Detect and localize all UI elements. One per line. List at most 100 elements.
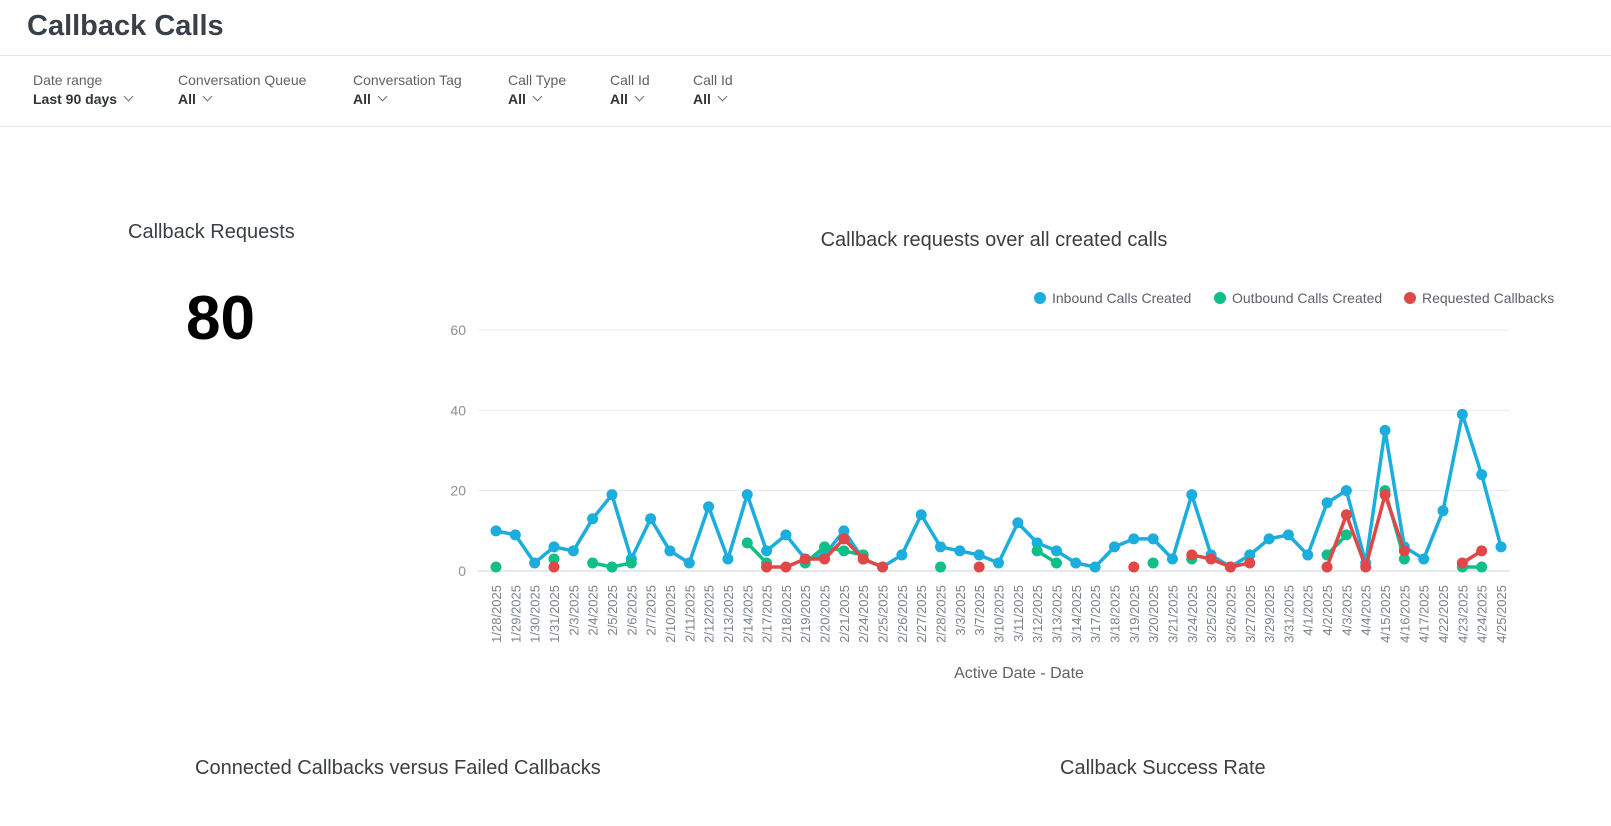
x-tick-label: 4/3/2025 <box>1339 585 1354 636</box>
kpi-title: Callback Requests <box>128 221 295 243</box>
data-point <box>1166 553 1178 565</box>
data-point <box>838 533 850 545</box>
x-tick-label: 4/15/2025 <box>1378 585 1393 643</box>
data-point <box>1340 529 1352 541</box>
data-point <box>1418 553 1430 565</box>
data-point <box>625 557 637 569</box>
data-point <box>799 553 811 565</box>
page-header: Callback Calls <box>0 0 1611 56</box>
x-tick-label: 3/25/2025 <box>1204 585 1219 643</box>
data-point <box>606 561 618 573</box>
x-tick-label: 3/17/2025 <box>1088 585 1103 643</box>
filter-conversation-queue[interactable]: Conversation Queue All <box>178 72 306 109</box>
x-tick-label: 4/25/2025 <box>1494 585 1509 643</box>
x-tick-label: 4/1/2025 <box>1301 585 1316 636</box>
x-tick-label: 2/6/2025 <box>624 585 639 636</box>
x-tick-label: 1/29/2025 <box>508 585 523 643</box>
data-point <box>741 537 753 549</box>
data-point <box>1437 505 1449 517</box>
data-point <box>548 541 560 553</box>
filter-label: Call Id <box>693 72 733 88</box>
legend-marker <box>1034 292 1046 304</box>
filter-call-id[interactable]: Call Id All <box>610 72 650 109</box>
data-point <box>703 501 715 513</box>
data-point <box>993 557 1004 569</box>
data-point <box>1128 533 1140 545</box>
data-point <box>548 561 560 573</box>
data-point <box>683 557 695 569</box>
x-tick-label: 2/28/2025 <box>934 585 949 643</box>
x-tick-label: 4/24/2025 <box>1475 585 1490 643</box>
x-tick-label: 3/20/2025 <box>1146 585 1161 643</box>
x-tick-label: 2/7/2025 <box>644 585 659 636</box>
data-point <box>567 545 579 557</box>
data-point <box>490 561 502 573</box>
x-tick-label: 2/11/2025 <box>682 585 697 642</box>
data-point <box>761 561 773 573</box>
data-point <box>529 557 541 569</box>
x-tick-label: 2/24/2025 <box>856 585 871 643</box>
data-point <box>1476 561 1488 573</box>
x-tick-label: 3/19/2025 <box>1127 585 1142 643</box>
x-tick-label: 2/26/2025 <box>895 585 910 643</box>
kpi-value: 80 <box>186 284 255 353</box>
data-point <box>1321 497 1333 509</box>
x-axis-label: Active Date - Date <box>954 665 1084 682</box>
filter-value: All <box>178 91 196 107</box>
data-point <box>780 561 792 573</box>
series-line <box>1191 553 1251 569</box>
data-point <box>1282 529 1294 541</box>
data-point <box>1476 469 1488 481</box>
data-point <box>664 545 676 557</box>
x-tick-label: 2/17/2025 <box>760 585 775 643</box>
data-point <box>1244 549 1256 561</box>
x-tick-label: 4/23/2025 <box>1455 585 1470 643</box>
x-tick-label: 2/13/2025 <box>721 585 736 643</box>
data-point <box>1244 557 1256 569</box>
legend-label: Requested Callbacks <box>1422 290 1554 306</box>
x-tick-label: 2/5/2025 <box>605 585 620 636</box>
data-point <box>1186 489 1198 501</box>
data-point <box>915 509 927 521</box>
filter-conversation-tag[interactable]: Conversation Tag All <box>353 72 462 109</box>
x-tick-label: 3/14/2025 <box>1069 585 1084 643</box>
x-tick-label: 4/16/2025 <box>1397 585 1412 643</box>
data-point <box>877 561 889 573</box>
filter-label: Call Id <box>610 72 650 88</box>
y-tick-label: 0 <box>458 563 466 579</box>
filter-value: All <box>508 91 526 107</box>
data-point <box>1128 561 1140 573</box>
x-tick-label: 3/3/2025 <box>953 585 968 636</box>
data-point <box>1224 561 1236 573</box>
x-tick-label: 3/27/2025 <box>1243 585 1258 643</box>
filter-value: All <box>693 91 711 107</box>
data-point <box>973 549 985 561</box>
data-point <box>761 545 773 557</box>
x-tick-label: 1/30/2025 <box>528 585 543 643</box>
legend-marker <box>1214 292 1226 304</box>
x-tick-label: 4/17/2025 <box>1417 585 1432 643</box>
filter-call-id-2[interactable]: Call Id All <box>693 72 733 109</box>
x-tick-label: 2/12/2025 <box>702 585 717 643</box>
section-title-connected-vs-failed: Connected Callbacks versus Failed Callba… <box>195 757 601 779</box>
data-point <box>1108 541 1120 553</box>
filter-value: Last 90 days <box>33 91 118 107</box>
data-point <box>1456 557 1468 569</box>
x-tick-label: 1/28/2025 <box>489 585 504 643</box>
x-tick-label: 2/21/2025 <box>837 585 852 643</box>
filter-bar: Date range Last 90 days Conversation Que… <box>0 56 1611 127</box>
x-tick-label: 3/21/2025 <box>1165 585 1180 643</box>
filter-call-type[interactable]: Call Type All <box>508 72 566 109</box>
x-tick-label: 4/4/2025 <box>1359 585 1374 636</box>
x-tick-label: 2/14/2025 <box>740 585 755 643</box>
x-tick-label: 3/11/2025 <box>1011 585 1026 642</box>
filter-label: Conversation Tag <box>353 72 462 88</box>
filter-date-range[interactable]: Date range Last 90 days <box>33 72 134 109</box>
data-point <box>1476 545 1488 557</box>
data-point <box>1050 557 1062 569</box>
legend-label: Outbound Calls Created <box>1232 290 1382 306</box>
section-title-success-rate: Callback Success Rate <box>1060 757 1266 779</box>
data-point <box>1340 485 1352 497</box>
data-point <box>548 553 560 565</box>
data-point <box>1340 509 1352 521</box>
